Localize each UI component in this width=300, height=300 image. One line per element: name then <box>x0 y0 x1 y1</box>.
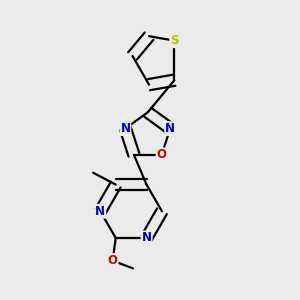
Text: N: N <box>165 122 175 135</box>
Text: O: O <box>157 148 167 161</box>
Text: N: N <box>142 232 152 244</box>
Text: N: N <box>120 122 130 135</box>
Text: S: S <box>170 34 179 47</box>
Text: N: N <box>95 205 105 218</box>
Text: O: O <box>108 254 118 267</box>
